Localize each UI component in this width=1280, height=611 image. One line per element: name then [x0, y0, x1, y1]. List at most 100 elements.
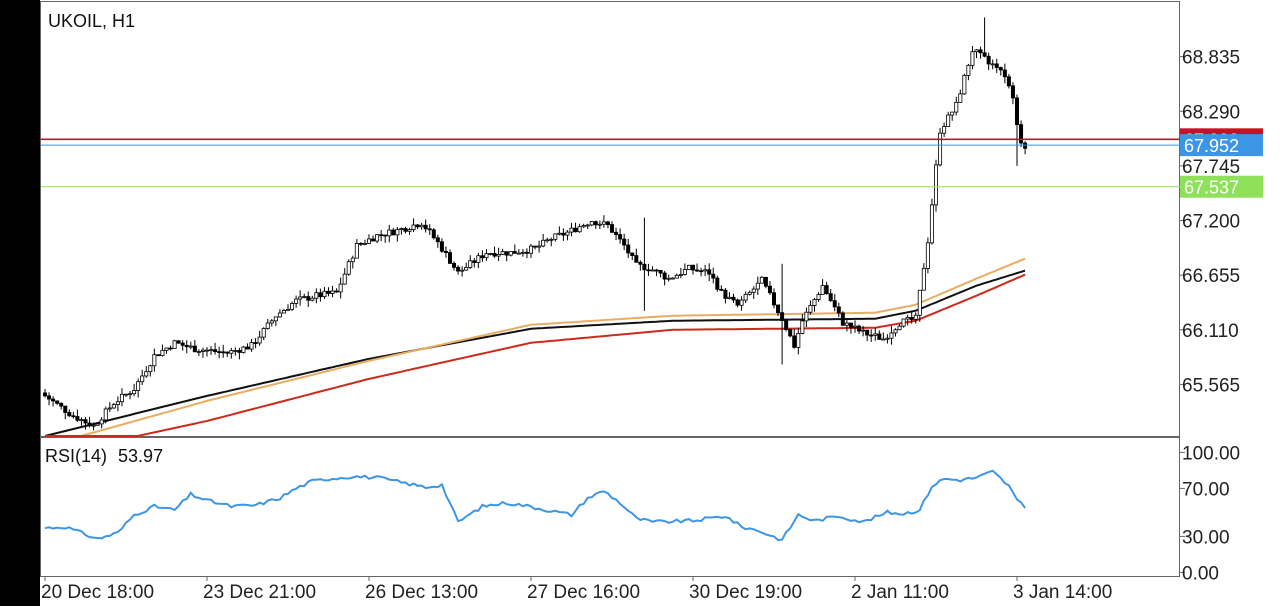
candle-body-down — [654, 269, 659, 272]
time-axis: 20 Dec 18:00 23 Dec 21:00 26 Dec 13:00 27 D… — [41, 576, 1112, 603]
candle-body-up — [241, 346, 246, 353]
candle-body-up — [342, 273, 347, 285]
moving-average-line — [44, 269, 1026, 437]
candle-body-down — [358, 242, 363, 245]
candle-body-up — [140, 375, 145, 383]
candle-body-up — [172, 340, 177, 349]
candle-body-up — [103, 408, 108, 421]
candle-body-up — [119, 393, 124, 403]
price-tag-level — [1180, 175, 1263, 198]
candle-body-up — [148, 365, 153, 373]
candle-body-up — [727, 296, 732, 299]
candle-body-up — [601, 221, 606, 225]
candle-body-up — [204, 349, 209, 352]
candle-body-down — [1002, 69, 1007, 78]
candle-body-down — [83, 419, 88, 424]
price-plot[interactable] — [43, 17, 1028, 437]
candle-body-down — [691, 264, 696, 271]
candle-body-up — [751, 288, 756, 293]
candle-body-down — [707, 269, 712, 275]
candle-body-up — [164, 347, 169, 351]
candle-body-up — [950, 111, 955, 116]
candle-body-up — [111, 404, 116, 409]
candle-body-down — [334, 290, 339, 293]
candle-body-up — [488, 253, 493, 255]
candle-body-down — [237, 350, 242, 353]
candle-body-down — [59, 402, 64, 407]
candle-body-down — [642, 263, 647, 271]
candle-body-up — [330, 290, 335, 294]
candle-body-down — [443, 250, 448, 254]
candle-body-down — [828, 293, 833, 302]
candle-body-up — [265, 322, 270, 329]
candle-body-up — [338, 283, 343, 293]
candle-body-up — [970, 51, 975, 66]
candle-body-down — [253, 342, 258, 344]
candle-body-down — [857, 325, 862, 332]
candle-body-down — [423, 224, 428, 230]
price-tag-label-bid: 67.952 — [1184, 136, 1239, 156]
candle-body-up — [990, 63, 995, 66]
candle-body-up — [484, 253, 489, 259]
candle-body-down — [715, 277, 720, 290]
candle-body-down — [877, 333, 882, 340]
candle-body-down — [593, 221, 598, 226]
candle-body-down — [998, 67, 1003, 71]
candle-body-up — [285, 308, 290, 311]
candle-body-down — [784, 320, 789, 331]
candle-body-down — [156, 354, 161, 357]
rsi-plot[interactable] — [44, 469, 1026, 542]
rsi-tick-label: 0.00 — [1182, 563, 1219, 584]
candle-body-down — [43, 392, 48, 397]
price-panel-frame — [40, 1, 1180, 437]
candle-body-up — [934, 164, 939, 206]
candle-body-down — [1023, 142, 1028, 149]
candle-body-down — [184, 344, 189, 348]
candle-body-up — [861, 329, 866, 332]
candle-body-up — [569, 227, 574, 233]
candle-body-up — [958, 93, 963, 103]
candle-body-up — [889, 332, 894, 339]
candle-body-up — [703, 269, 708, 272]
candle-body-down — [472, 260, 477, 263]
chart-title: UKOIL, H1 — [48, 11, 135, 31]
rsi-axis: 100.00 70.00 30.00 0.00 — [1180, 443, 1240, 584]
candle-body-up — [946, 114, 951, 127]
candle-body-up — [581, 225, 586, 228]
candle-body-up — [682, 269, 687, 275]
candle-body-down — [452, 262, 457, 268]
candle-body-up — [938, 132, 943, 166]
price-tick-label: 65.565 — [1182, 375, 1240, 396]
candle-body-down — [711, 273, 716, 279]
candle-body-down — [699, 270, 704, 273]
candle-body-down — [176, 340, 181, 344]
candle-body-up — [115, 401, 120, 405]
candle-body-up — [233, 350, 238, 352]
candle-body-down — [456, 266, 461, 272]
candle-body-up — [354, 242, 359, 259]
candle-body-down — [869, 334, 874, 337]
candle-body-up — [281, 309, 286, 314]
candle-body-up — [853, 325, 858, 328]
candle-body-up — [387, 229, 392, 237]
candle-body-down — [622, 238, 627, 246]
candle-body-up — [893, 329, 898, 334]
candle-body-down — [306, 296, 311, 301]
candle-body-down — [723, 289, 728, 299]
candle-body-up — [269, 320, 274, 324]
candle-body-up — [91, 424, 96, 427]
candle-body-down — [326, 290, 331, 294]
candle-body-up — [816, 294, 821, 300]
candle-body-up — [678, 274, 683, 276]
candle-body-up — [314, 292, 319, 299]
candle-body-up — [79, 419, 84, 422]
candle-body-down — [776, 304, 781, 314]
candle-body-down — [614, 231, 619, 235]
candle-body-up — [974, 49, 979, 53]
left-edge-bar — [0, 0, 40, 606]
candle-body-up — [144, 371, 149, 377]
candle-body-up — [407, 229, 412, 232]
rsi-panel-frame — [40, 437, 1180, 577]
time-tick-label: 30 Dec 19:00 — [689, 582, 802, 603]
